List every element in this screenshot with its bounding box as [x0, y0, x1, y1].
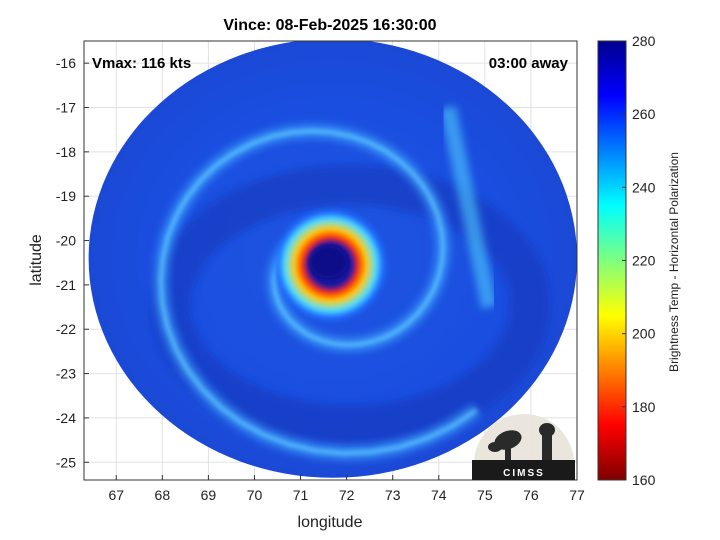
- colorbar-tick-label: 280: [632, 33, 656, 49]
- y-tick-label: -20: [56, 233, 76, 249]
- x-tick-label: 72: [339, 487, 355, 503]
- x-tick-label: 74: [431, 487, 447, 503]
- logo-text: CIMSS: [503, 468, 545, 479]
- x-axis-label: longitude: [298, 514, 363, 531]
- colorbar-tick-label: 220: [632, 253, 656, 269]
- chart-title: Vince: 08-Feb-2025 16:30:00: [223, 17, 436, 34]
- x-tick-label: 67: [108, 487, 124, 503]
- y-axis-label: latitude: [28, 234, 45, 286]
- x-tick-label: 76: [523, 487, 539, 503]
- x-tick-label: 69: [201, 487, 217, 503]
- colorbar-tick-label: 240: [632, 179, 656, 195]
- swath-layer: [88, 41, 577, 478]
- x-tick-label: 68: [155, 487, 171, 503]
- colorbar: [597, 40, 627, 481]
- colorbar-tick-label: 200: [632, 326, 656, 342]
- vmax-annotation: Vmax: 116 kts: [92, 55, 191, 72]
- x-tick-label: 71: [293, 487, 309, 503]
- colorbar-tick-label: 160: [632, 472, 656, 488]
- x-tick-label: 77: [569, 487, 585, 503]
- y-tick-label: -17: [56, 100, 76, 116]
- y-tick-label: -22: [56, 321, 76, 337]
- spiral-rainband-core: [158, 128, 478, 456]
- x-tick-label: 70: [247, 487, 263, 503]
- y-tick-label: -25: [56, 454, 76, 470]
- x-axis: 67 68 69 70 71 72 73 74 75 76 77: [108, 475, 585, 503]
- storm-eye: [309, 245, 348, 279]
- y-tick-label: -18: [56, 144, 76, 160]
- colorbar-tick-label: 180: [632, 399, 656, 415]
- plot-frame: [83, 40, 578, 481]
- dark-band: [150, 164, 551, 445]
- y-axis: -16 -17 -18 -19 -20 -21 -22 -23 -24 -25: [56, 55, 89, 470]
- y-tick-label: -23: [56, 366, 76, 382]
- colorbar-label: Brightness Temp - Horizontal Polarizatio…: [667, 152, 681, 372]
- colorbar-tick-label: 260: [632, 106, 656, 122]
- rainband-layer: [150, 105, 551, 461]
- y-tick-label: -19: [56, 188, 76, 204]
- y-tick-label: -24: [56, 410, 76, 426]
- x-tick-label: 75: [477, 487, 493, 503]
- y-tick-label: -21: [56, 277, 76, 293]
- time-away-annotation: 03:00 away: [489, 55, 569, 72]
- outer-rainband: [440, 105, 498, 309]
- colorbar-ticks: 280 260 240 220 200 180 160: [622, 33, 656, 488]
- y-tick-label: -16: [56, 55, 76, 71]
- x-tick-label: 73: [385, 487, 401, 503]
- cimss-logo: CIMSS: [472, 414, 575, 480]
